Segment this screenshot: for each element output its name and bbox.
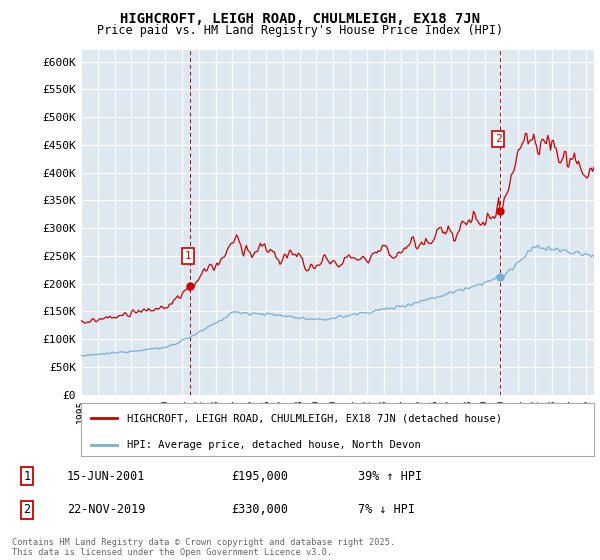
Text: 1: 1 [23, 470, 31, 483]
Text: £330,000: £330,000 [231, 503, 288, 516]
Text: Price paid vs. HM Land Registry's House Price Index (HPI): Price paid vs. HM Land Registry's House … [97, 24, 503, 36]
Text: 2: 2 [495, 134, 502, 144]
Text: 22-NOV-2019: 22-NOV-2019 [67, 503, 145, 516]
Text: 2: 2 [23, 503, 31, 516]
Text: HIGHCROFT, LEIGH ROAD, CHULMLEIGH, EX18 7JN (detached house): HIGHCROFT, LEIGH ROAD, CHULMLEIGH, EX18 … [127, 413, 502, 423]
Text: Contains HM Land Registry data © Crown copyright and database right 2025.
This d: Contains HM Land Registry data © Crown c… [12, 538, 395, 557]
Text: £195,000: £195,000 [231, 470, 288, 483]
Text: 1: 1 [185, 251, 191, 261]
Text: HPI: Average price, detached house, North Devon: HPI: Average price, detached house, Nort… [127, 440, 421, 450]
Text: HIGHCROFT, LEIGH ROAD, CHULMLEIGH, EX18 7JN: HIGHCROFT, LEIGH ROAD, CHULMLEIGH, EX18 … [120, 12, 480, 26]
Text: 7% ↓ HPI: 7% ↓ HPI [358, 503, 415, 516]
Text: 39% ↑ HPI: 39% ↑ HPI [358, 470, 422, 483]
Text: 15-JUN-2001: 15-JUN-2001 [67, 470, 145, 483]
